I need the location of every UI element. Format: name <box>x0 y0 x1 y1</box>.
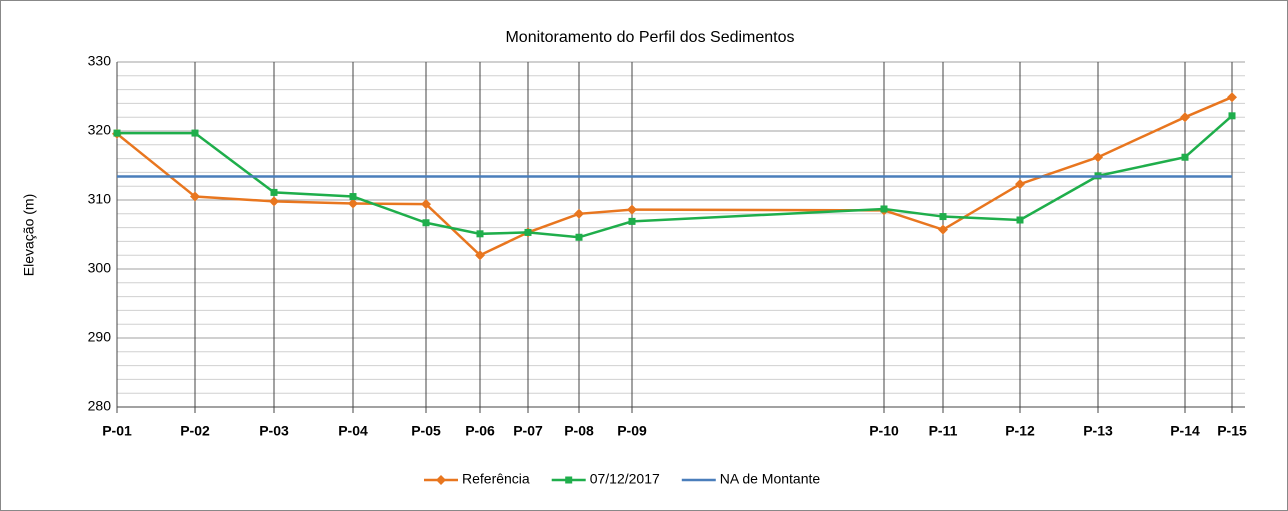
point <box>565 476 573 484</box>
y-tick-label: 300 <box>88 260 112 276</box>
point <box>627 204 637 215</box>
point <box>475 250 485 261</box>
x-tick-label: P-09 <box>617 423 647 439</box>
point <box>269 196 279 207</box>
x-tick-label: P-03 <box>259 423 289 439</box>
point <box>113 129 121 137</box>
point <box>1093 152 1103 163</box>
point <box>575 233 583 241</box>
x-tick-label: P-12 <box>1005 423 1035 439</box>
point <box>574 208 584 219</box>
x-tick-label: P-04 <box>338 423 368 439</box>
point <box>270 188 278 196</box>
point <box>476 230 484 238</box>
point <box>349 193 357 201</box>
x-tick-label: P-15 <box>1217 423 1247 439</box>
point <box>1016 216 1024 224</box>
point <box>421 199 431 210</box>
x-tick-label: P-10 <box>869 423 899 439</box>
x-tick-label: P-07 <box>513 423 543 439</box>
x-tick-label: P-11 <box>929 423 958 439</box>
point <box>190 191 200 202</box>
legend-label: NA de Montante <box>720 471 821 487</box>
point <box>191 129 199 137</box>
point <box>939 213 947 221</box>
y-axis-label: Elevação (m) <box>21 194 37 276</box>
x-tick-label: P-13 <box>1083 423 1113 439</box>
x-tick-label: P-06 <box>465 423 495 439</box>
point <box>1181 153 1189 161</box>
point <box>1227 92 1237 103</box>
y-tick-label: 290 <box>88 329 112 345</box>
point <box>628 217 636 225</box>
x-tick-label: P-01 <box>102 423 132 439</box>
y-tick-label: 310 <box>88 191 112 207</box>
legend-label: Referência <box>462 471 530 487</box>
x-tick-label: P-14 <box>1170 423 1200 439</box>
y-tick-label: 280 <box>88 398 112 414</box>
y-tick-label: 320 <box>88 122 112 138</box>
y-tick-label: 330 <box>88 53 112 69</box>
point <box>1180 112 1190 123</box>
point <box>1228 112 1236 120</box>
point <box>422 219 430 227</box>
point <box>524 228 532 236</box>
legend-label: 07/12/2017 <box>590 471 660 487</box>
point <box>938 224 948 235</box>
point <box>436 475 446 485</box>
point <box>348 198 358 209</box>
x-tick-label: P-02 <box>180 423 210 439</box>
x-tick-label: P-05 <box>411 423 441 439</box>
chart-title: Monitoramento do Perfil dos Sedimentos <box>505 29 794 46</box>
x-tick-label: P-08 <box>564 423 594 439</box>
point <box>880 205 888 213</box>
point <box>1015 179 1025 190</box>
